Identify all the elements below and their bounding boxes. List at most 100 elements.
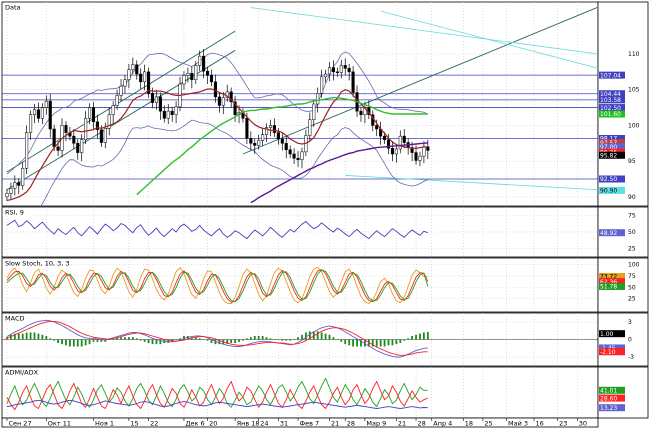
panel-title: MACD: [5, 315, 24, 323]
last-value-tag-bg: [599, 139, 625, 147]
panel-frame: [1, 366, 599, 419]
macd-histogram-bar: [108, 339, 111, 340]
macd-histogram-bar: [308, 331, 311, 340]
y-tick-label: 50: [628, 284, 636, 291]
x-tick-label: 21: [398, 420, 406, 428]
panel-title-bg: [3, 368, 33, 376]
last-value-tag-bg: [599, 278, 625, 286]
macd-histogram-bar: [301, 334, 303, 340]
y-tick-label: 105: [628, 87, 640, 94]
x-tick-label: Май 3: [508, 420, 528, 428]
candle-body: [276, 132, 280, 140]
macd-histogram-bar: [202, 339, 205, 340]
macd-histogram-bar: [33, 332, 36, 340]
macd-histogram-bar: [312, 331, 315, 340]
macd-histogram-bar: [411, 336, 413, 340]
macd-histogram-bar: [419, 333, 421, 340]
series-adx: [6, 399, 428, 409]
candle-body: [375, 125, 379, 130]
x-tick-label: Апр 4: [433, 420, 452, 428]
candle-body: [111, 105, 115, 115]
x-tick-label: 22: [150, 420, 158, 428]
candle-body: [272, 125, 276, 133]
scale-frame: [597, 1, 649, 207]
macd-histogram-bar: [281, 339, 284, 341]
candle-body: [414, 152, 418, 161]
panel-title-bg: [3, 259, 33, 267]
y-tick-label: 110: [628, 51, 640, 58]
candle-body: [48, 100, 52, 130]
macd-histogram-bar: [395, 339, 398, 345]
macd-histogram-bar: [403, 339, 406, 341]
macd-histogram-bar: [340, 339, 343, 342]
level-tag-bg: [599, 96, 625, 104]
x-axis-frame: [1, 417, 599, 428]
macd-histogram-bar: [214, 339, 217, 345]
candle-body: [300, 151, 304, 160]
panel-title: Data: [5, 4, 21, 12]
macd-histogram-bar: [49, 338, 52, 340]
macd-histogram-bar: [76, 339, 79, 347]
macd-histogram-bar: [324, 333, 327, 340]
level-tag-bg: [599, 71, 625, 79]
candle-body: [64, 125, 68, 133]
macd-histogram-bar: [423, 332, 425, 340]
macd-histogram-bar: [29, 332, 32, 340]
macd-histogram-bar: [41, 334, 44, 340]
candle-body: [347, 68, 351, 73]
macd-histogram-bar: [21, 333, 24, 340]
candle-body: [56, 146, 60, 151]
candle-body: [17, 182, 21, 186]
candle-body: [253, 143, 257, 146]
candle-body: [422, 146, 426, 157]
level-tag: 103.58: [600, 97, 621, 104]
candle-body: [44, 100, 48, 108]
macd-histogram-bar: [218, 339, 221, 345]
macd-histogram-bar: [356, 339, 358, 347]
x-tick-label: Фев 7: [300, 420, 320, 428]
macd-histogram-bar: [190, 337, 193, 340]
candle-body: [206, 70, 210, 76]
trend-channel-line: [242, 7, 598, 155]
series-ma200: [250, 142, 428, 204]
level-tag: 102.50: [600, 105, 621, 112]
x-tick-label: Дек 6: [185, 420, 204, 428]
macd-histogram-bar: [234, 339, 236, 343]
level-tag-bg: [599, 175, 625, 183]
macd-histogram-bar: [379, 339, 382, 347]
macd-histogram-bar: [332, 337, 335, 340]
x-tick-label: 31: [280, 420, 288, 428]
x-tick-label: 28: [347, 420, 355, 428]
y-tick-label: 50: [628, 229, 636, 236]
candle-body: [135, 64, 139, 75]
panel-slow_stochastic: 100 75 50 25 Slow Stoch, 10, 3, 3 73.7262.365…: [1, 257, 649, 313]
level-tag-bg: [599, 90, 625, 98]
candle-body: [25, 132, 29, 169]
macd-histogram-bar: [375, 339, 378, 347]
macd-histogram-bar: [352, 339, 354, 347]
panel-title-bg: [3, 208, 33, 216]
macd-histogram-bar: [61, 339, 63, 345]
candle-body: [143, 71, 147, 83]
last-value-tag: 62.36: [600, 279, 617, 286]
candle-body: [402, 135, 406, 143]
last-value-tag-bg: [599, 344, 625, 352]
x-tick-label: 25: [484, 420, 492, 428]
x-tick-label: 28: [418, 420, 426, 428]
macd-histogram-bar: [187, 336, 189, 340]
macd-histogram-bar: [25, 332, 28, 340]
level-tag: 98.17: [600, 136, 617, 143]
macd-histogram-bar: [226, 339, 229, 345]
candle-body: [265, 127, 269, 135]
candle-body: [386, 139, 391, 149]
macd-histogram-bar: [135, 338, 138, 340]
candle-body: [410, 147, 414, 153]
bollinger-band-up: [6, 51, 428, 175]
candle-body: [209, 75, 214, 83]
panel-title-bg: [3, 3, 33, 11]
y-tick-label: 90: [628, 194, 636, 201]
macd-histogram-bar: [344, 339, 347, 345]
candle-body: [221, 97, 225, 106]
x-tick-label: 20: [209, 420, 217, 428]
